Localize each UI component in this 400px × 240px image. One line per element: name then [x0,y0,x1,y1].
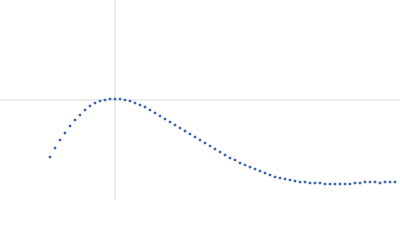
point [248,165,252,169]
point [323,182,327,186]
point [143,105,147,109]
point [73,118,77,122]
point [283,177,287,181]
point [173,123,177,127]
point [108,97,112,101]
point [153,111,157,115]
point [293,179,297,183]
point [188,132,192,136]
point [213,147,217,151]
point [343,182,347,186]
point [303,180,307,184]
point [368,180,372,184]
point [183,129,187,133]
point [68,124,72,128]
point [358,181,362,185]
point [223,153,227,157]
point [388,180,392,184]
point [48,155,52,159]
point [128,99,132,103]
point [308,181,312,185]
point [118,97,122,101]
point [348,182,352,186]
point [328,182,332,186]
point [298,180,302,184]
point [233,158,237,162]
point [198,138,202,142]
point [333,182,337,186]
point [178,126,182,130]
point [363,180,367,184]
point [288,178,292,182]
point [383,180,387,184]
point [243,163,247,167]
point [93,101,97,105]
point [163,117,167,121]
point [83,108,87,112]
chart [0,0,400,200]
point [53,146,57,150]
point [353,181,357,185]
point [58,138,62,142]
point [313,181,317,185]
point [138,103,142,107]
point [103,98,107,102]
point [258,169,262,173]
point [393,180,397,184]
point [133,101,137,105]
point [263,171,267,175]
point [278,176,282,180]
point [123,98,127,102]
point [63,131,67,135]
point [113,97,117,101]
point [148,108,152,112]
point [193,135,197,139]
point [98,99,102,103]
point [318,181,322,185]
point [268,173,272,177]
point [203,141,207,145]
point [218,150,222,154]
point [373,180,377,184]
point [378,181,382,185]
point [208,144,212,148]
point [253,167,257,171]
point [338,182,342,186]
point [273,175,277,179]
point [238,161,242,165]
point [168,120,172,124]
point [158,114,162,118]
point [228,156,232,160]
point [78,113,82,117]
point [88,104,92,108]
